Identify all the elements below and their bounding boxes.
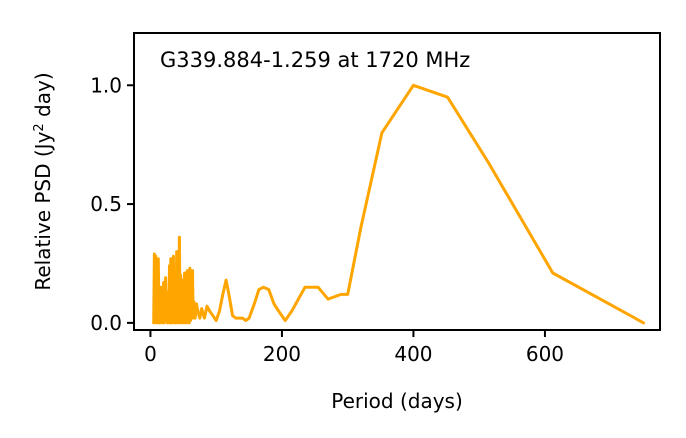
x-tick-label: 200 — [263, 342, 301, 366]
y-axis-title-main: Relative PSD (Jy — [31, 131, 55, 290]
x-tick-label: 400 — [394, 342, 432, 366]
chart-annotation: G339.884-1.259 at 1720 MHz — [160, 48, 470, 72]
y-tick-label: 1.0 — [90, 73, 122, 97]
x-tick-label: 0 — [144, 342, 157, 366]
y-tick-label: 0.5 — [90, 192, 122, 216]
y-axis-title-superscript: 2 — [32, 123, 47, 131]
psd-series-line — [152, 83, 646, 325]
x-axis-title: Period (days) — [331, 389, 463, 413]
x-tick-label: 600 — [526, 342, 564, 366]
plot-frame — [133, 32, 661, 331]
y-axis: 0.0 0.5 1.0 — [90, 73, 134, 335]
y-tick-label: 0.0 — [90, 311, 122, 335]
x-axis: 0 200 400 600 — [144, 330, 564, 366]
y-axis-title-tail: day) — [31, 72, 55, 123]
y-axis-title: Relative PSD (Jy2 day) — [31, 72, 55, 290]
